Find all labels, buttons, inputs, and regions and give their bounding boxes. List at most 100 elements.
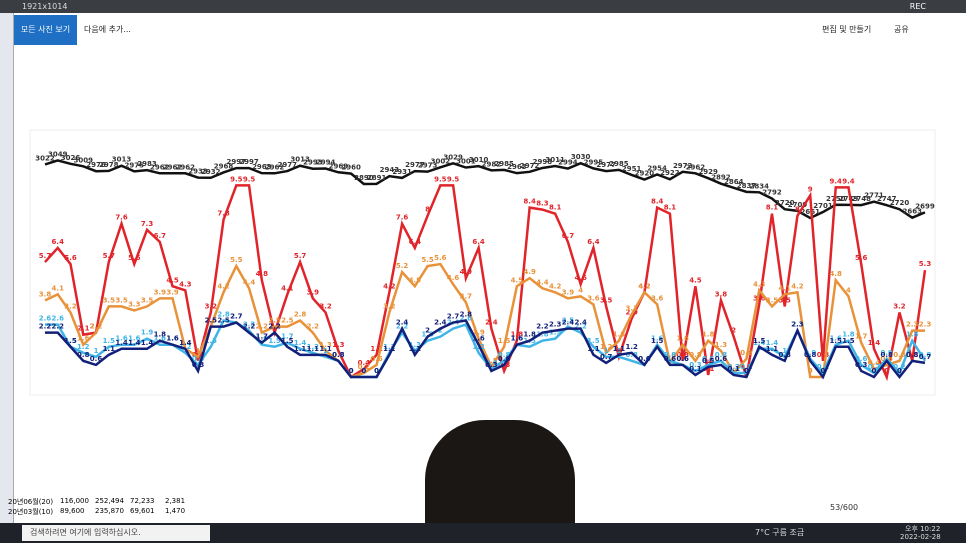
data-label: 2.8 [294, 311, 307, 319]
data-label: 0.8 [779, 351, 792, 359]
add-to-button[interactable]: 다음에 추가... [84, 25, 131, 34]
data-label: 1.8 [613, 331, 626, 339]
data-label: 8.3 [536, 200, 549, 208]
data-label: 2.5 [205, 317, 218, 325]
data-label: 1 [616, 347, 621, 355]
data-label: 1.2 [600, 343, 613, 351]
data-label: 1.3 [332, 341, 345, 349]
data-label: 2976 [86, 161, 106, 169]
data-label: 1.7 [855, 333, 868, 341]
data-label: 0.4 [868, 359, 881, 367]
data-label: 1.2 [307, 343, 320, 351]
data-label: 2.2 [268, 323, 281, 331]
data-label: 0 [374, 367, 379, 375]
data-label: 1.9 [549, 329, 562, 337]
data-label: 2.1 [77, 325, 90, 333]
data-label: 0 [897, 367, 902, 375]
data-label: 6.7 [154, 232, 167, 240]
data-label: 2933 [188, 168, 208, 176]
all-photos-button[interactable]: 모든 사진 보기 [14, 15, 77, 45]
data-label: 4.3 [753, 280, 766, 288]
data-label: 2.4 [396, 319, 409, 327]
data-label: 0.6 [638, 355, 651, 363]
data-label: 4.1 [779, 284, 792, 292]
data-label: 3011 [545, 156, 565, 164]
data-label: 0.2 [868, 363, 881, 371]
edit-button[interactable]: 편집 및 만들기 [822, 25, 872, 34]
data-label: 1.2 [77, 343, 90, 351]
data-label: 1.5 [281, 337, 294, 345]
data-label: 1.2 [383, 343, 396, 351]
data-label: 9.5 [230, 175, 243, 183]
data-label: 5.5 [421, 256, 434, 264]
title-bar: 1921x1014 REC [0, 0, 966, 13]
data-label: 2997 [227, 158, 247, 166]
data-label: 2.5 [268, 317, 281, 325]
data-label: 0.1 [689, 365, 702, 373]
data-label: 1.6 [166, 335, 179, 343]
data-label: 0 [374, 367, 379, 375]
page-counter: 53/600 [830, 503, 859, 512]
series-line [44, 262, 925, 379]
data-label: 1.4 [115, 339, 128, 347]
sheet-cell: 235,870 [95, 507, 124, 515]
clock-time: 오후 10:22 [905, 525, 941, 533]
data-label: 2.4 [562, 319, 575, 327]
data-label: 2993 [303, 159, 323, 167]
data-label: 3013 [290, 156, 310, 164]
data-label: 2701 [813, 202, 833, 210]
data-label: 0.8 [715, 351, 728, 359]
data-label: 1.3 [409, 341, 422, 349]
data-label: 1.1 [103, 345, 116, 353]
data-label: 4.5 [511, 276, 524, 284]
data-label: 3.2 [383, 302, 396, 310]
data-label: 2.3 [919, 321, 932, 329]
data-label: 2.7 [230, 313, 243, 321]
data-label: 2.6 [39, 315, 52, 323]
data-label: 2.5 [562, 317, 575, 325]
data-label: 0.6 [676, 355, 689, 363]
data-label: 9.4 [842, 177, 855, 185]
data-label: 2994 [558, 159, 578, 167]
data-label: 0.9 [881, 349, 894, 357]
data-label: 3.2 [64, 302, 77, 310]
data-label: 7.8 [217, 210, 230, 218]
data-label: 4.2 [383, 282, 396, 290]
data-label: 0.6 [855, 355, 868, 363]
data-label: 2720 [890, 199, 910, 207]
share-button[interactable]: 공유 [894, 25, 909, 34]
data-label: 2 [425, 327, 430, 335]
data-label: 1.5 [103, 337, 116, 345]
data-label: 1.6 [115, 335, 128, 343]
data-label: 0.6 [664, 355, 677, 363]
data-label: 3.5 [766, 296, 779, 304]
data-label: 4.9 [523, 268, 536, 276]
data-label: 3030 [571, 153, 591, 161]
data-label: 0.2 [727, 363, 740, 371]
data-label: 0.6 [90, 355, 103, 363]
data-label: 1.4 [868, 339, 881, 347]
data-label: 1.5 [498, 337, 511, 345]
data-label: 9.5 [447, 175, 460, 183]
data-label: 2.5 [281, 317, 294, 325]
data-label: 0.6 [676, 355, 689, 363]
data-label: 3013 [112, 156, 132, 164]
data-label: 0.8 [881, 351, 894, 359]
data-label: 2963 [252, 163, 272, 171]
data-label: 4.9 [460, 268, 473, 276]
chart: 3022304930263009297629783013297529832962… [29, 129, 936, 396]
search-box[interactable]: 검색하려면 여기에 입력하십시오. [22, 525, 210, 541]
data-label: 0.5 [702, 357, 715, 365]
data-label: 2982 [482, 160, 502, 168]
data-label: 1.8 [842, 331, 855, 339]
data-label: 1.1 [319, 345, 332, 353]
data-label: 0.6 [702, 355, 715, 363]
data-label: 4.8 [256, 270, 269, 278]
data-label: 6.7 [562, 232, 575, 240]
data-label: 0 [349, 367, 354, 375]
data-label: 1 [782, 347, 787, 355]
data-label: 1.1 [409, 345, 422, 353]
data-label: 3.2 [319, 302, 332, 310]
data-label: 5.7 [103, 252, 116, 260]
